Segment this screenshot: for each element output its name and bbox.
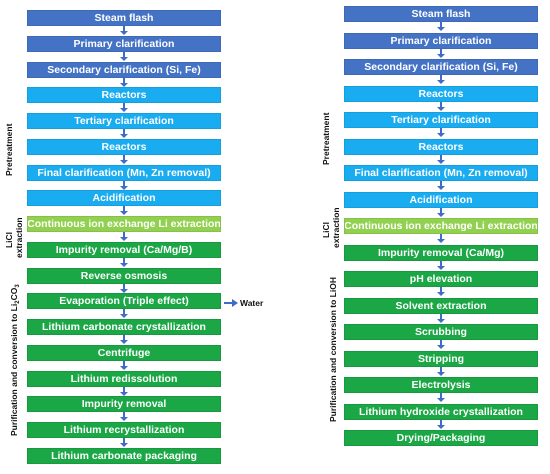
water-outlet-arrow-icon bbox=[224, 299, 240, 307]
left-step-2: Primary clarification bbox=[27, 35, 221, 52]
right-step-5: Tertiary clarification bbox=[344, 112, 538, 128]
right-step-7: Final clarification (Mn, Zn removal) bbox=[344, 165, 538, 181]
right-licl-extraction-label: LiCl extraction bbox=[321, 207, 341, 248]
left-step-17: Lithium recrystallization bbox=[27, 422, 221, 438]
left-purification-sub2: 3 bbox=[15, 284, 21, 288]
left-purification-co: CO bbox=[9, 287, 19, 301]
left-step-13: Lithium carbonate crystallization bbox=[27, 319, 221, 335]
right-step-10: Impurity removal (Ca/Mg) bbox=[344, 244, 538, 261]
left-step-9: Continuous ion exchange Li extraction bbox=[27, 216, 221, 232]
left-step-11: Reverse osmosis bbox=[27, 267, 221, 284]
left-step-6: Reactors bbox=[27, 138, 221, 155]
left-step-18: Lithium carbonate packaging bbox=[27, 447, 221, 464]
left-licl-line2: extraction bbox=[14, 217, 24, 258]
right-step-6: Reactors bbox=[344, 138, 538, 155]
left-step-1: Steam flash bbox=[27, 10, 221, 26]
left-step-8: Acidification bbox=[27, 190, 221, 207]
right-purification-label: Purification and conversion to LiOH bbox=[328, 277, 338, 422]
left-step-16: Impurity removal bbox=[27, 396, 221, 413]
right-step-13: Scrubbing bbox=[344, 324, 538, 340]
left-purification-text: Purification and conversion to Li bbox=[9, 303, 19, 436]
right-step-11: pH elevation bbox=[344, 271, 538, 287]
left-step-3: Secondary clarification (Si, Fe) bbox=[27, 61, 221, 78]
left-purification-label: Purification and conversion to Li2CO3 bbox=[9, 284, 23, 436]
right-step-2: Primary clarification bbox=[344, 32, 538, 49]
right-step-15: Electrolysis bbox=[344, 377, 538, 393]
right-step-1: Steam flash bbox=[344, 6, 538, 22]
right-step-3: Secondary clarification (Si, Fe) bbox=[344, 59, 538, 75]
left-licl-extraction-label: LiCl extraction bbox=[4, 217, 24, 258]
right-step-4: Reactors bbox=[344, 85, 538, 102]
left-step-7: Final clarification (Mn, Zn removal) bbox=[27, 164, 221, 181]
right-step-14: Stripping bbox=[344, 350, 538, 367]
right-step-9: Continuous ion exchange Li extraction bbox=[344, 218, 538, 234]
right-step-17: Drying/Packaging bbox=[344, 430, 538, 446]
right-pretreatment-label: Pretreatment bbox=[321, 112, 331, 165]
left-step-15: Lithium redissolution bbox=[27, 370, 221, 387]
left-purification-sub1: 2 bbox=[15, 300, 21, 304]
left-step-14: Centrifuge bbox=[27, 344, 221, 361]
left-licl-line1: LiCl bbox=[4, 231, 14, 249]
right-step-12: Solvent extraction bbox=[344, 297, 538, 314]
right-step-16: Lithium hydroxide crystallization bbox=[344, 403, 538, 420]
right-licl-line2: extraction bbox=[331, 207, 341, 248]
right-step-8: Acidification bbox=[344, 191, 538, 208]
left-step-5: Tertiary clarification bbox=[27, 113, 221, 129]
water-label: Water bbox=[240, 298, 264, 308]
left-step-12: Evaporation (Triple effect) bbox=[27, 293, 221, 310]
left-pretreatment-label: Pretreatment bbox=[4, 123, 14, 176]
left-step-4: Reactors bbox=[27, 87, 221, 104]
left-step-10: Impurity removal (Ca/Mg/B) bbox=[27, 241, 221, 258]
right-licl-line1: LiCl bbox=[321, 221, 331, 239]
